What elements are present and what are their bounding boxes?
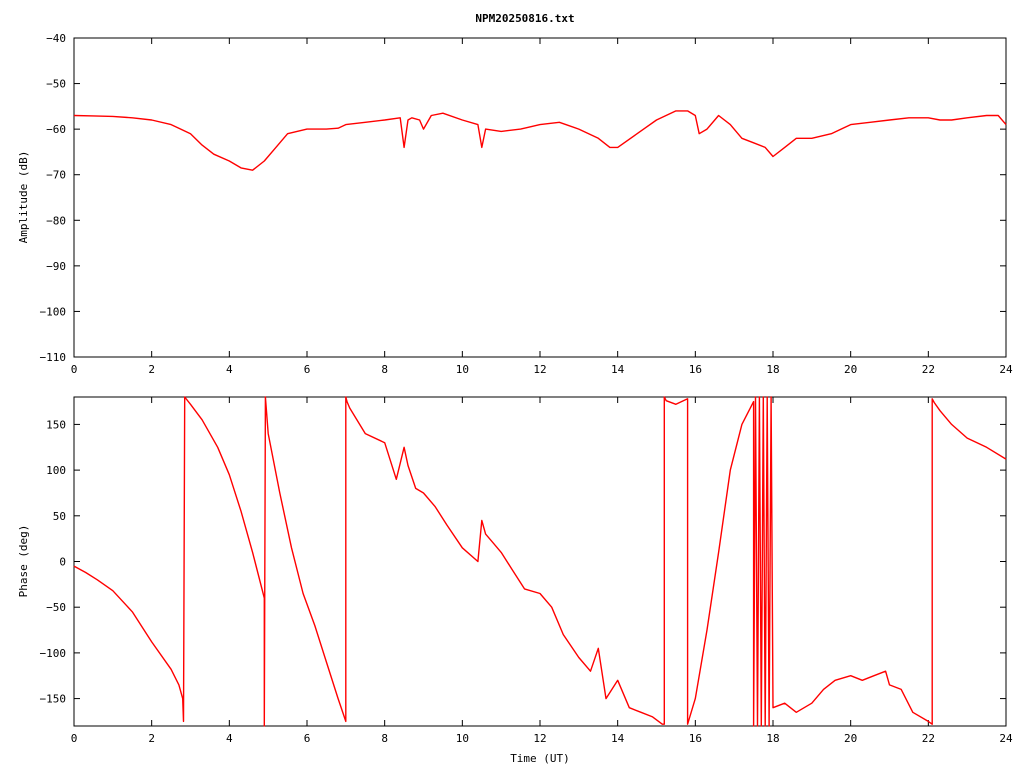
phase-x-tick-label: 20 bbox=[844, 732, 857, 745]
phase-series bbox=[73, 396, 1007, 727]
amplitude-y-axis-label: Amplitude (dB) bbox=[17, 151, 30, 244]
amplitude-x-tick-label: 10 bbox=[456, 363, 469, 376]
phase-y-tick-label: −100 bbox=[40, 647, 67, 660]
amplitude-x-tick-label: 24 bbox=[999, 363, 1013, 376]
phase-x-tick-label: 18 bbox=[766, 732, 779, 745]
phase-x-tick-label: 0 bbox=[71, 732, 78, 745]
phase-x-tick-label: 22 bbox=[922, 732, 935, 745]
phase-x-tick-label: 14 bbox=[611, 732, 625, 745]
amplitude-series-line bbox=[73, 110, 1007, 171]
amplitude-x-tick-label: 8 bbox=[381, 363, 388, 376]
amplitude-x-tick-label: 18 bbox=[766, 363, 779, 376]
amplitude-y-tick-label: −50 bbox=[46, 78, 66, 91]
phase-y-tick-label: −50 bbox=[46, 601, 66, 614]
amplitude-y-tick-label: −40 bbox=[46, 32, 66, 45]
amplitude-x-tick-label: 22 bbox=[922, 363, 935, 376]
phase-series-line bbox=[73, 396, 1007, 727]
phase-y-axis-label: Phase (deg) bbox=[17, 525, 30, 598]
phase-x-tick-label: 2 bbox=[148, 732, 155, 745]
amplitude-x-tick-label: 0 bbox=[71, 363, 78, 376]
amplitude-y-tick-label: −60 bbox=[46, 123, 66, 136]
phase-y-tick-label: 150 bbox=[46, 418, 66, 431]
amplitude-x-tick-label: 16 bbox=[689, 363, 702, 376]
phase-x-axis-label: Time (UT) bbox=[510, 752, 570, 765]
phase-x-tick-label: 12 bbox=[533, 732, 546, 745]
amplitude-x-tick-label: 2 bbox=[148, 363, 155, 376]
phase-plot-frame bbox=[73, 396, 1007, 727]
phase-y-tick-label: −150 bbox=[40, 693, 67, 706]
phase-x-tick-label: 24 bbox=[999, 732, 1013, 745]
phase-y-tick-label: 100 bbox=[46, 464, 66, 477]
amplitude-x-tick-label: 4 bbox=[226, 363, 233, 376]
amplitude-y-tick-label: −80 bbox=[46, 214, 66, 227]
amplitude-x-tick-label: 20 bbox=[844, 363, 857, 376]
amplitude-y-tick-label: −110 bbox=[40, 351, 67, 364]
phase-x-tick-label: 4 bbox=[226, 732, 233, 745]
amplitude-y-tick-label: −90 bbox=[46, 260, 66, 273]
phase-panel: 0 2 4 6 8 10 12 14 16 18 20 22 24150100500−50−100−15… bbox=[17, 396, 1013, 765]
phase-axis-ticks: 0 2 4 6 8 10 12 14 16 18 20 22 24150100500−50−100−15… bbox=[40, 397, 1013, 745]
phase-x-tick-label: 6 bbox=[304, 732, 311, 745]
phase-y-tick-label: 0 bbox=[59, 556, 66, 569]
amplitude-axis-ticks: 0 2 4 6 8 10 12 14 16 18 20 22 24−40−50−60−70−80−90−… bbox=[40, 32, 1013, 376]
amplitude-y-tick-label: −100 bbox=[40, 305, 67, 318]
chart-title: NPM20250816.txt bbox=[475, 12, 574, 25]
amplitude-x-tick-label: 12 bbox=[533, 363, 546, 376]
amplitude-plot-frame bbox=[73, 37, 1007, 358]
phase-x-tick-label: 10 bbox=[456, 732, 469, 745]
phase-y-tick-label: 50 bbox=[53, 510, 66, 523]
amplitude-x-tick-label: 14 bbox=[611, 363, 625, 376]
phase-x-tick-label: 16 bbox=[689, 732, 702, 745]
amplitude-y-tick-label: −70 bbox=[46, 169, 66, 182]
amplitude-series bbox=[73, 110, 1007, 171]
phase-x-tick-label: 8 bbox=[381, 732, 388, 745]
amplitude-x-tick-label: 6 bbox=[304, 363, 311, 376]
amplitude-panel: 0 2 4 6 8 10 12 14 16 18 20 22 24−40−50−60−70−80−90−… bbox=[17, 32, 1013, 376]
